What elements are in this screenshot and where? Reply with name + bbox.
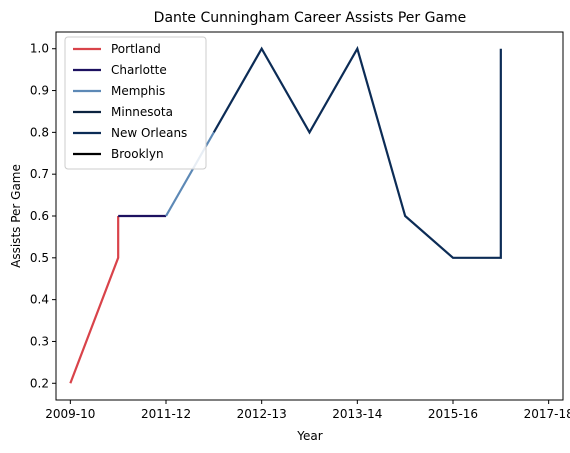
legend-label: Charlotte	[111, 63, 167, 77]
y-tick-label: 0.9	[30, 84, 49, 98]
x-tick-label: 2013-14	[332, 407, 382, 421]
x-tick-label: 2017-18	[524, 407, 570, 421]
x-tick-label: 2015-16	[428, 407, 478, 421]
legend-label: Minnesota	[111, 105, 173, 119]
y-tick-label: 0.6	[30, 209, 49, 223]
y-tick-label: 0.2	[30, 376, 49, 390]
x-tick-label: 2012-13	[237, 407, 287, 421]
y-tick-label: 0.8	[30, 125, 49, 139]
y-tick-label: 0.5	[30, 251, 49, 265]
series-line-portland	[70, 216, 118, 383]
legend-label: Portland	[111, 42, 161, 56]
series-line-new-orleans	[214, 49, 501, 258]
chart-title: Dante Cunningham Career Assists Per Game	[154, 10, 467, 26]
legend: Portland Charlotte Memphis Minnesota New Orl…	[65, 37, 206, 169]
y-tick-label: 0.7	[30, 167, 49, 181]
y-tick-label: 1.0	[30, 42, 49, 56]
x-tick-label: 2011-12	[141, 407, 191, 421]
x-axis-title: Year	[296, 429, 322, 443]
y-axis-title: Assists Per Game	[9, 164, 23, 268]
x-tick-label: 2009-10	[45, 407, 95, 421]
legend-label: Memphis	[111, 84, 165, 98]
legend-label: New Orleans	[111, 126, 187, 140]
legend-label: Brooklyn	[111, 147, 164, 161]
y-tick-label: 0.4	[30, 293, 49, 307]
y-tick-label: 0.3	[30, 334, 49, 348]
